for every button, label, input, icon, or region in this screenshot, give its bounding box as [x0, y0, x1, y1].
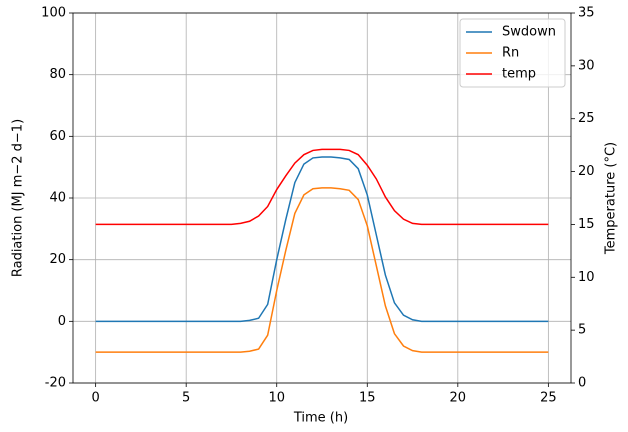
- y2-tick-label: 20: [578, 164, 595, 179]
- y2-tick-label: 5: [578, 323, 586, 338]
- y-tick-label: -20: [45, 376, 66, 391]
- legend-box: [459, 18, 566, 88]
- y2-tick-label: 25: [578, 111, 595, 126]
- y-axis-label: Radiation (MJ m−2 d−1): [11, 119, 26, 277]
- y2-tick-label: 35: [578, 6, 595, 21]
- y-tick-label: 20: [49, 252, 66, 267]
- legend-label: temp: [502, 67, 536, 82]
- line-series: [95, 187, 549, 353]
- y-tick-label: 80: [49, 67, 66, 82]
- y2-tick-label: 10: [578, 270, 595, 285]
- legend-label: Rn: [502, 46, 519, 61]
- legend-label: Swdown: [502, 25, 556, 40]
- x-tick-label: 15: [359, 391, 376, 406]
- y-tick-label: 100: [41, 6, 66, 21]
- line-series: [95, 156, 549, 323]
- x-tick-label: 0: [91, 391, 99, 406]
- y2-tick-label: 15: [578, 217, 595, 232]
- x-tick-label: 10: [268, 391, 285, 406]
- plot-frame: [72, 12, 572, 384]
- y-tick-label: 60: [49, 129, 66, 144]
- y2-tick-label: 30: [578, 58, 595, 73]
- y2-axis-label: Temperature (°C): [604, 142, 619, 255]
- line-series: [95, 148, 549, 226]
- x-tick-label: 25: [540, 391, 557, 406]
- legend: Swdown Rn temp: [459, 18, 566, 88]
- x-axis-label: Time (h): [293, 411, 348, 426]
- y-tick-label: 40: [49, 191, 66, 206]
- x-tick-label: 20: [450, 391, 467, 406]
- x-tick-label: 5: [182, 391, 190, 406]
- y2-tick-label: 0: [578, 376, 586, 391]
- y-tick-label: 0: [58, 314, 66, 329]
